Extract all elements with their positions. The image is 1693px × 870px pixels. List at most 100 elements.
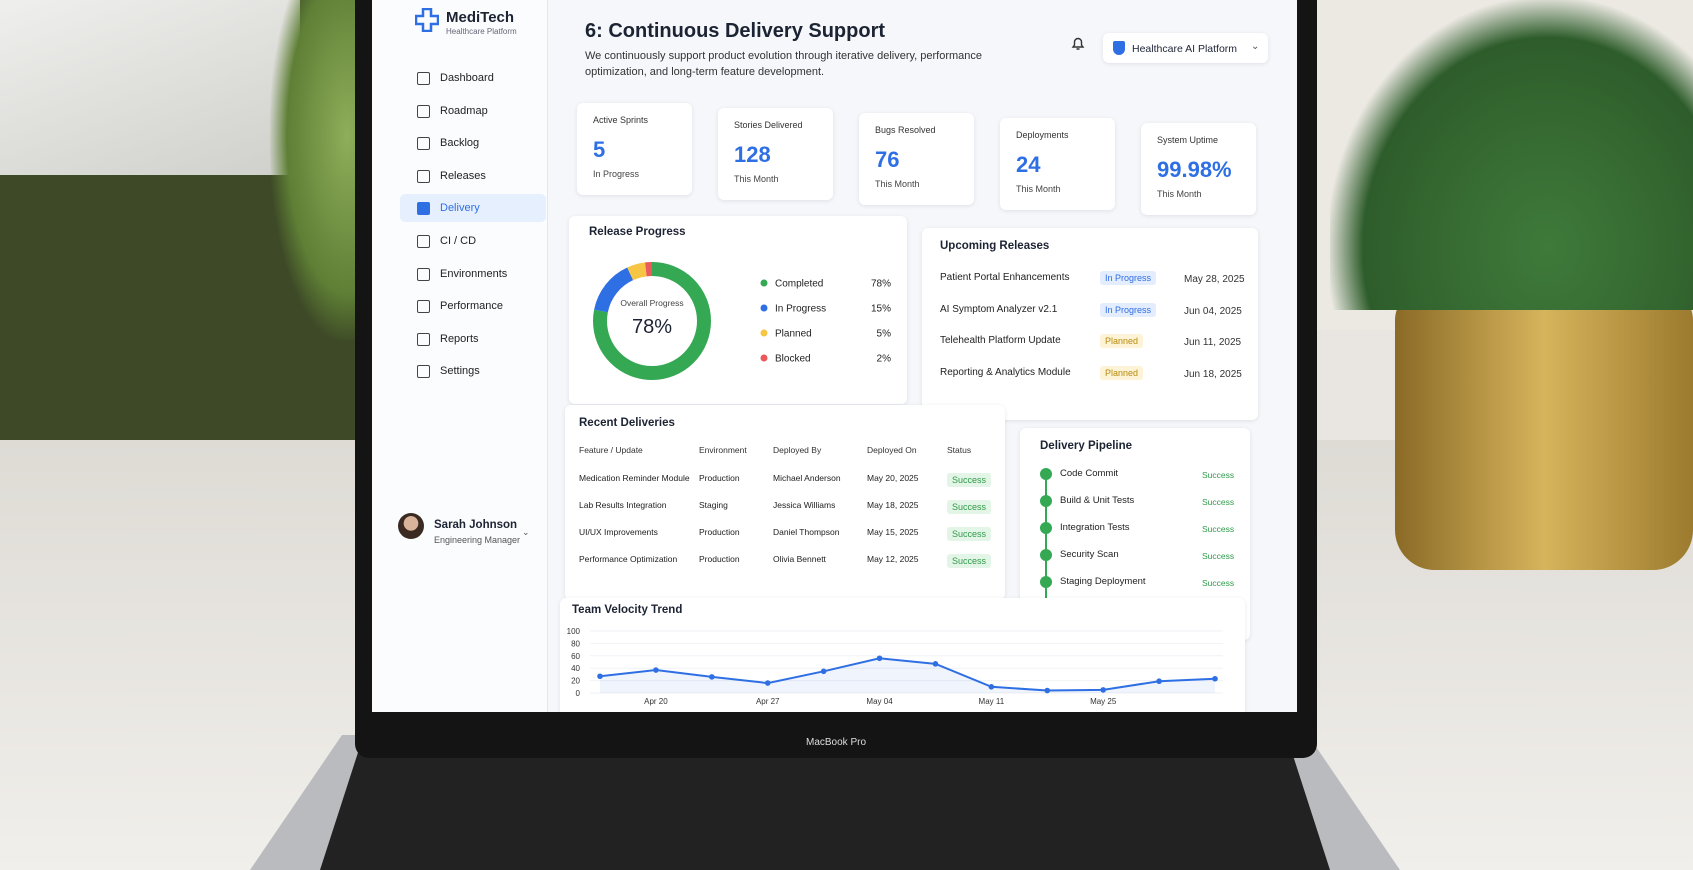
- legend-value: 2%: [877, 354, 892, 365]
- avatar: [398, 513, 424, 539]
- step-icon: [1040, 576, 1052, 588]
- y-tick-label: 20: [571, 677, 580, 686]
- velocity-area: [600, 658, 1215, 693]
- nav-item[interactable]: Dashboard: [400, 64, 546, 92]
- nav-item[interactable]: Roadmap: [400, 97, 546, 125]
- nav-label: Settings: [440, 365, 480, 378]
- legend-value: 78%: [871, 279, 891, 290]
- legend-label: In Progress: [775, 304, 826, 315]
- plant-right: [1330, 0, 1693, 310]
- donut-chart: Completed 78% In Progress 15% Planned 5% Block…: [593, 262, 892, 380]
- table-cell: Daniel Thompson: [773, 527, 840, 537]
- release-date: Jun 04, 2025: [1184, 305, 1242, 317]
- step-name: Security Scan: [1060, 549, 1119, 560]
- kpi-note: This Month: [1016, 184, 1061, 194]
- kpi-note: This Month: [734, 174, 779, 184]
- nav-icon: [417, 332, 430, 346]
- step-icon: [1040, 495, 1052, 507]
- velocity-point: [1212, 675, 1218, 682]
- release-name: Reporting & Analytics Module: [940, 366, 1071, 378]
- plant-pot: [1395, 290, 1693, 570]
- brand-name: MediTech: [446, 9, 515, 26]
- nav-label: Releases: [440, 169, 486, 182]
- release-name: Telehealth Platform Update: [940, 335, 1061, 346]
- table-cell: Production: [699, 527, 740, 537]
- release-date: Jun 18, 2025: [1184, 368, 1242, 380]
- release-status: In Progress: [1100, 302, 1157, 317]
- kpi-card: Deployments 24 This Month: [1000, 118, 1115, 210]
- nav-item[interactable]: Settings: [400, 357, 546, 385]
- kpi-label: Deployments: [1016, 130, 1069, 140]
- table-cell: May 12, 2025: [867, 554, 919, 564]
- step-status: Success: [1202, 578, 1235, 588]
- step-status: Success: [1202, 524, 1235, 534]
- step-status: Success: [1202, 470, 1235, 480]
- legend-label: Planned: [775, 329, 812, 340]
- table-header: Deployed On: [867, 445, 917, 455]
- release-name: AI Symptom Analyzer v2.1: [940, 303, 1058, 315]
- table-cell: Production: [699, 473, 740, 483]
- card-title: Recent Deliveries: [579, 417, 675, 429]
- velocity-point: [1044, 687, 1051, 694]
- legend-dot: [760, 329, 768, 337]
- status-badge: Success: [947, 554, 992, 568]
- kpi-note: This Month: [1157, 189, 1202, 199]
- release-name: Patient Portal Enhancements: [940, 272, 1070, 283]
- step-name: Integration Tests: [1060, 522, 1130, 533]
- workspace-select[interactable]: Healthcare AI Platform ⌄: [1103, 33, 1268, 63]
- keyboard: [320, 745, 1330, 870]
- release-date: May 28, 2025: [1184, 274, 1245, 285]
- brand-subtitle: Healthcare Platform: [446, 27, 517, 36]
- kpi-card: Bugs Resolved 76 This Month: [859, 113, 974, 205]
- status-badge: Success: [947, 500, 992, 514]
- status-badge: Success: [947, 473, 992, 487]
- nav-icon: [417, 72, 430, 85]
- x-tick-label: May 25: [1090, 697, 1117, 706]
- kpi-card: Stories Delivered 128 This Month: [718, 108, 833, 200]
- legend-dot: [760, 279, 768, 287]
- nav-item[interactable]: Performance: [400, 292, 546, 320]
- table-header: Environment: [699, 445, 747, 455]
- nav-item[interactable]: Releases: [400, 162, 546, 190]
- velocity-point: [820, 668, 827, 675]
- kpi-value: 99.98%: [1157, 157, 1232, 182]
- kpi-label: Active Sprints: [593, 115, 649, 125]
- velocity-point: [876, 655, 883, 662]
- velocity-point: [764, 680, 771, 686]
- nav-icon: [417, 235, 430, 248]
- release-status: Planned: [1100, 334, 1144, 348]
- table-cell: Performance Optimization: [579, 554, 678, 564]
- status-badge: Success: [947, 527, 992, 541]
- table-cell: Jessica Williams: [773, 500, 836, 510]
- nav-item[interactable]: Environments: [400, 260, 546, 288]
- donut-segment: [593, 262, 711, 380]
- workspace-name: Healthcare AI Platform: [1132, 43, 1238, 55]
- nav-label: Delivery: [440, 202, 480, 215]
- nav-item[interactable]: Backlog: [400, 129, 546, 157]
- screen: MediTech Healthcare Platform Dashboard Ro…: [372, 0, 1297, 712]
- notification-bell[interactable]: [1070, 35, 1086, 51]
- nav-label: Roadmap: [440, 104, 488, 117]
- kpi-value: 5: [593, 137, 606, 162]
- user-menu-chevron[interactable]: ⌄: [522, 527, 530, 537]
- table-cell: Production: [699, 554, 740, 564]
- kpi-label: Stories Delivered: [734, 120, 803, 130]
- legend-dot: [760, 354, 768, 362]
- nav-icon: [417, 104, 430, 118]
- kpi-value: 128: [734, 142, 771, 167]
- recent-deliveries-card: Recent Deliveries Feature / Update Enviro…: [565, 405, 1005, 600]
- card-title: Delivery Pipeline: [1040, 440, 1133, 452]
- velocity-point: [653, 667, 659, 673]
- nav-item[interactable]: Delivery: [400, 194, 546, 223]
- table-cell: UI/UX Improvements: [579, 527, 658, 537]
- velocity-point: [988, 684, 995, 690]
- x-tick-label: May 04: [866, 697, 893, 706]
- nav-item[interactable]: Reports: [400, 325, 546, 353]
- step-status: Success: [1202, 497, 1235, 507]
- nav-item[interactable]: CI / CD: [400, 227, 546, 255]
- nav-icon: [417, 137, 430, 151]
- nav-icon: [417, 267, 430, 281]
- release-status: Planned: [1100, 365, 1144, 380]
- legend-value: 5%: [877, 329, 892, 340]
